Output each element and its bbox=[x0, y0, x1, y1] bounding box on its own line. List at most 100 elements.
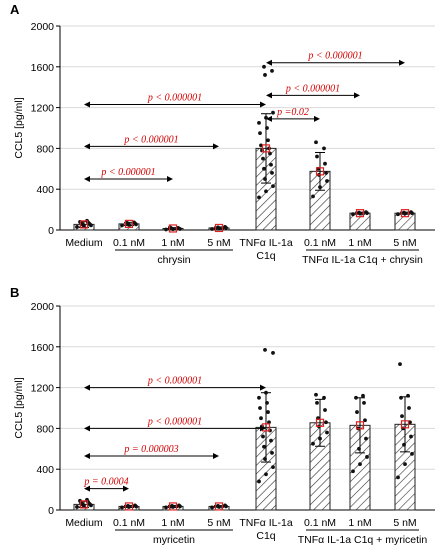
data-point bbox=[258, 406, 262, 410]
data-point bbox=[271, 465, 275, 470]
data-point bbox=[325, 430, 329, 435]
data-point bbox=[271, 184, 275, 189]
data-point bbox=[362, 401, 366, 405]
data-point bbox=[268, 151, 272, 156]
data-point bbox=[164, 227, 168, 232]
panel-label: A bbox=[10, 2, 20, 17]
x-tick-label: 0.1 nM bbox=[304, 237, 336, 249]
mean-marker bbox=[315, 167, 325, 176]
data-point bbox=[324, 420, 328, 425]
x-tick-label: Medium bbox=[65, 517, 103, 529]
arrowhead-right bbox=[167, 176, 173, 182]
data-point bbox=[257, 195, 261, 200]
arrowhead-right bbox=[260, 425, 266, 432]
data-point bbox=[263, 347, 267, 352]
y-tick-label: 0 bbox=[48, 225, 54, 237]
data-point bbox=[216, 504, 220, 508]
panel-label: B bbox=[10, 285, 19, 300]
data-point bbox=[409, 434, 413, 439]
mean-marker bbox=[168, 502, 178, 511]
data-point bbox=[210, 505, 214, 510]
y-tick-label: 1600 bbox=[31, 62, 55, 74]
data-point bbox=[357, 210, 361, 215]
data-point bbox=[324, 170, 328, 175]
mean-marker bbox=[261, 144, 271, 153]
data-point bbox=[270, 450, 274, 455]
x-tick-label: 1 nM bbox=[161, 517, 184, 529]
x-tick-label: TNFα IL-1a C1q bbox=[239, 517, 292, 542]
data-point bbox=[120, 223, 124, 228]
arrowhead-right bbox=[260, 101, 266, 108]
p-value-label: p < 0.000001 bbox=[307, 51, 362, 62]
data-point bbox=[396, 212, 400, 217]
group-label: TNFα IL-1a C1q + chrysin bbox=[302, 254, 423, 266]
data-point bbox=[269, 162, 273, 167]
y-tick-label: 2000 bbox=[31, 21, 55, 33]
data-point bbox=[315, 154, 319, 159]
data-point bbox=[210, 227, 214, 231]
arrowhead-left bbox=[266, 115, 272, 122]
p-value-label: p < 0.000001 bbox=[147, 93, 202, 104]
p-value-label: p < 0.000001 bbox=[285, 83, 340, 94]
data-point bbox=[265, 401, 269, 405]
data-point bbox=[270, 68, 274, 73]
data-point bbox=[266, 410, 270, 414]
data-point bbox=[271, 110, 275, 115]
mean-marker bbox=[315, 418, 325, 427]
data-point bbox=[259, 416, 263, 421]
p-value-label: p < 0.000001 bbox=[147, 416, 202, 427]
arrowhead-right bbox=[354, 92, 360, 99]
data-point bbox=[262, 444, 266, 449]
data-point bbox=[322, 146, 326, 151]
arrowhead-left bbox=[84, 452, 90, 459]
data-point bbox=[258, 131, 262, 136]
p-value-label: p < 0.000001 bbox=[147, 376, 202, 387]
mean-marker bbox=[124, 502, 134, 511]
data-point bbox=[365, 455, 369, 459]
data-point bbox=[263, 177, 267, 181]
data-point bbox=[216, 225, 220, 230]
data-point bbox=[325, 179, 329, 183]
data-point bbox=[261, 156, 265, 161]
data-point bbox=[323, 408, 327, 412]
data-point bbox=[357, 446, 361, 451]
data-point bbox=[351, 469, 355, 474]
data-point bbox=[133, 503, 137, 508]
group-label: TNFα IL-1a C1q + myricetin bbox=[298, 534, 428, 546]
y-axis-title: CCL5 [pg/ml] bbox=[13, 377, 25, 438]
p-value-label: p =0.02 bbox=[276, 107, 309, 118]
data-point bbox=[269, 438, 273, 443]
arrowhead-right bbox=[123, 485, 129, 492]
y-tick-label: 1600 bbox=[31, 342, 55, 354]
arrowhead-left bbox=[266, 92, 272, 99]
mean-marker bbox=[214, 223, 224, 233]
group-label: myricetin bbox=[153, 534, 195, 546]
y-tick-label: 400 bbox=[36, 184, 54, 196]
data-point bbox=[170, 504, 174, 508]
data-point bbox=[264, 189, 268, 194]
mean-marker bbox=[79, 500, 89, 509]
y-tick-label: 2000 bbox=[31, 301, 55, 313]
x-tick-label: 5 nM bbox=[393, 237, 416, 249]
data-point bbox=[403, 462, 407, 466]
mean-marker bbox=[355, 209, 365, 218]
arrowhead-left bbox=[84, 485, 90, 492]
x-tick-label: 1 nM bbox=[348, 517, 371, 529]
data-point bbox=[261, 434, 265, 439]
mean-marker bbox=[214, 502, 224, 511]
data-point bbox=[257, 395, 261, 400]
arrowhead-left bbox=[84, 384, 90, 391]
data-point bbox=[314, 140, 318, 145]
data-point bbox=[402, 442, 406, 447]
data-point bbox=[364, 436, 368, 441]
x-tick-label: 5 nM bbox=[393, 517, 416, 529]
arrowhead-right bbox=[260, 384, 266, 391]
data-point bbox=[311, 194, 315, 199]
arrowhead-left bbox=[266, 59, 272, 66]
y-tick-label: 400 bbox=[36, 464, 54, 476]
y-tick-label: 0 bbox=[48, 505, 54, 517]
data-point bbox=[270, 170, 274, 175]
data-point bbox=[315, 401, 319, 405]
data-point bbox=[262, 166, 266, 171]
